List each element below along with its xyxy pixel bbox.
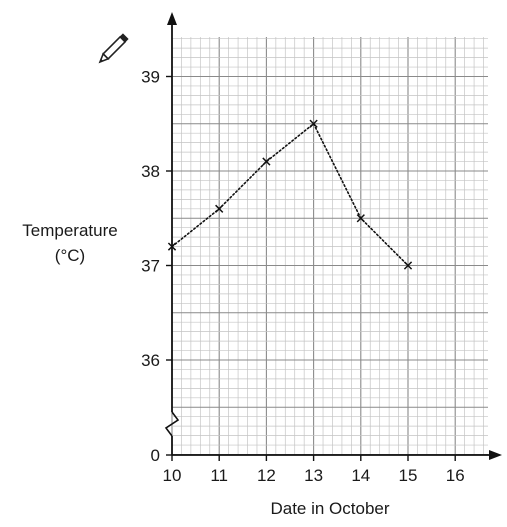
y-axis-title-line1: Temperature bbox=[22, 221, 117, 240]
marker-stroke bbox=[356, 214, 365, 223]
y-tick-label: 0 bbox=[151, 446, 160, 465]
y-tick-label: 39 bbox=[141, 68, 160, 87]
y-tick-label: 38 bbox=[141, 162, 160, 181]
x-tick-label: 12 bbox=[257, 466, 276, 485]
data-point-marker bbox=[403, 261, 413, 270]
series-line bbox=[171, 122, 409, 267]
marker-stroke bbox=[309, 119, 318, 128]
y-axis-arrowhead bbox=[167, 12, 177, 25]
data-point-marker bbox=[356, 214, 365, 223]
data-point-marker bbox=[215, 204, 224, 213]
x-tick-label: 14 bbox=[351, 466, 370, 485]
y-axis-title-line2: (°C) bbox=[55, 246, 85, 265]
x-axis-arrowhead bbox=[489, 450, 502, 460]
x-tick-label: 11 bbox=[210, 466, 228, 485]
marker-stroke bbox=[403, 261, 413, 270]
pencil-icon bbox=[98, 33, 129, 64]
data-point-marker bbox=[167, 242, 177, 251]
x-tick-label: 13 bbox=[304, 466, 323, 485]
series-layer bbox=[167, 119, 413, 270]
x-tick-label: 15 bbox=[399, 466, 418, 485]
tick-labels: 10 11 12 13 14 15 16 0 36 37 38 39 bbox=[141, 68, 465, 486]
y-tick-label: 37 bbox=[141, 257, 160, 276]
data-point-marker bbox=[262, 157, 271, 166]
x-tick-label: 10 bbox=[163, 466, 182, 485]
x-axis-title: Date in October bbox=[270, 499, 389, 518]
marker-stroke bbox=[262, 157, 271, 166]
grid bbox=[171, 37, 488, 456]
axes bbox=[164, 12, 502, 460]
x-tick-label: 16 bbox=[446, 466, 465, 485]
y-axis-break-zigzag bbox=[164, 411, 180, 437]
data-point-marker bbox=[309, 119, 318, 128]
y-tick-label: 36 bbox=[141, 351, 160, 370]
marker-stroke bbox=[215, 204, 224, 213]
marker-stroke bbox=[167, 242, 177, 251]
